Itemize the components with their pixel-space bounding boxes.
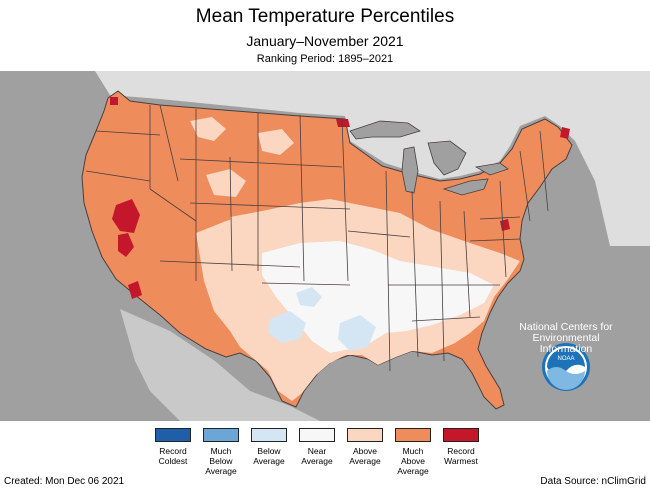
canada-region xyxy=(95,71,650,246)
region-below-average-oklahoma xyxy=(296,287,322,307)
legend-swatch xyxy=(395,428,431,442)
legend-item-above-average: Above Average xyxy=(342,428,388,466)
record-warmest-arizona xyxy=(128,281,142,299)
legend-item-much-above-average: Much Above Average xyxy=(390,428,436,476)
ncei-line-2: Environmental xyxy=(532,332,600,344)
legend-swatch xyxy=(443,428,479,442)
legend-label: Much Below Average xyxy=(205,446,237,476)
legend-label: Near Average xyxy=(301,446,333,466)
region-below-average-arkansas xyxy=(338,315,376,351)
lake-ontario xyxy=(474,162,509,176)
legend-swatch xyxy=(299,428,335,442)
legend-swatch xyxy=(347,428,383,442)
legend-swatch xyxy=(251,428,287,442)
record-warmest-washington xyxy=(110,97,118,105)
map-title: Mean Temperature Percentiles xyxy=(195,6,455,27)
legend-item-near-average: Near Average xyxy=(294,428,340,466)
legend-label: Much Above Average xyxy=(397,446,429,476)
us-temperature-map: NOAA xyxy=(0,71,650,421)
lake-superior xyxy=(349,120,421,140)
lake-huron xyxy=(427,140,467,176)
map-subtitle: January–November 2021 xyxy=(246,33,404,49)
region-below-average-texas xyxy=(268,311,306,343)
region-above-avg-montana xyxy=(190,117,226,141)
lake-erie xyxy=(442,178,489,196)
legend-item-record-coldest: Record Coldest xyxy=(150,428,196,466)
record-warmest-california xyxy=(118,233,134,257)
mexico-region xyxy=(120,309,320,421)
legend-item-record-warmest: Record Warmest xyxy=(438,428,484,466)
state-borders xyxy=(85,104,549,372)
ncei-line-1: National Centers for xyxy=(519,321,613,333)
legend-label: Above Average xyxy=(349,446,381,466)
legend-swatch xyxy=(203,428,239,442)
region-above-avg-nd xyxy=(258,129,294,155)
legend: Record Coldest Much Below Average Below … xyxy=(150,428,490,484)
record-warmest-maine xyxy=(560,127,570,139)
lake-michigan xyxy=(401,146,419,194)
legend-item-below-average: Below Average xyxy=(246,428,292,466)
ncei-line-3: Information xyxy=(539,343,593,355)
ranking-period: Ranking Period: 1895–2021 xyxy=(256,53,394,65)
data-source: Data Source: nClimGrid xyxy=(540,476,646,487)
record-warmest-minnesota xyxy=(336,119,350,127)
region-near-average xyxy=(262,241,494,353)
legend-swatch xyxy=(155,428,191,442)
legend-item-much-below-average: Much Below Average xyxy=(198,428,244,476)
legend-label: Record Coldest xyxy=(158,446,188,466)
legend-label: Record Warmest xyxy=(444,446,478,466)
created-date: Created: Mon Dec 06 2021 xyxy=(4,476,125,487)
region-above-avg-colorado xyxy=(230,211,272,247)
noaa-logo-text: NOAA xyxy=(557,356,574,362)
record-warmest-nevada xyxy=(112,199,140,233)
region-above-avg-wyoming xyxy=(206,169,246,197)
noaa-logo: NOAA xyxy=(542,343,590,391)
legend-label: Below Average xyxy=(253,446,285,466)
ncei-label: National Centers for Environmental Infor… xyxy=(508,322,624,355)
